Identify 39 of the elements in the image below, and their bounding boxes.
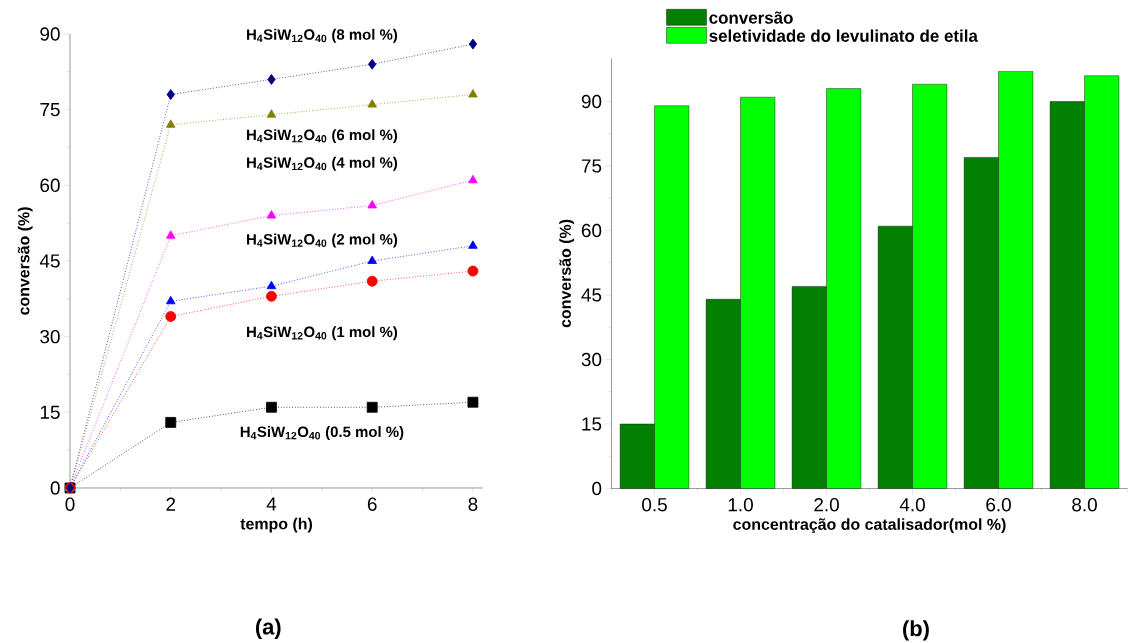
y-tick-label: 45 bbox=[39, 254, 60, 268]
y-tick-label: 0 bbox=[592, 481, 602, 496]
y-tick-label: 0 bbox=[50, 481, 60, 495]
y-tick-label: 90 bbox=[581, 94, 602, 109]
x-tick-label: 1.0 bbox=[728, 498, 753, 512]
y-tick-label: 75 bbox=[40, 103, 60, 117]
x-tick-label: 0 bbox=[65, 497, 75, 511]
x-tick-label: 2.0 bbox=[814, 498, 839, 512]
series-label: H$_{4}$SiW$_{12}$O$_{40}$ (8 mol %) bbox=[247, 28, 398, 43]
y-tick-label: 90 bbox=[40, 27, 60, 41]
legend-label: conversão bbox=[709, 11, 793, 24]
x-tick-label: 4.0 bbox=[899, 498, 925, 512]
text: (a) bbox=[255, 618, 281, 639]
series-label: H$_{4}$SiW$_{12}$O$_{40}$ (4 mol %) bbox=[247, 156, 398, 171]
y-tick-label: 75 bbox=[581, 159, 602, 173]
y-tick-label: 30 bbox=[40, 329, 60, 344]
series-label: H$_{4}$SiW$_{12}$O$_{40}$ (2 mol %) bbox=[247, 233, 398, 248]
x-tick-label: 0.5 bbox=[642, 498, 667, 512]
x-tick-label: 8 bbox=[468, 497, 478, 511]
text: (b) bbox=[903, 620, 929, 641]
y-tick-label: 30 bbox=[581, 352, 602, 367]
x-tick-label: 6 bbox=[367, 497, 377, 511]
series-label: H$_{4}$SiW$_{12}$O$_{40}$ (0.5 mol %) bbox=[240, 426, 404, 441]
x-tick-label: 2 bbox=[166, 497, 176, 511]
series-label: H$_{4}$SiW$_{12}$O$_{40}$ (6 mol %) bbox=[247, 129, 398, 144]
y-tick-label: 60 bbox=[581, 223, 602, 238]
y-tick-label: 60 bbox=[40, 178, 60, 193]
x-axis-title: concentração do catalisador(mol %) bbox=[733, 518, 1006, 534]
x-axis-title: tempo (h) bbox=[240, 517, 312, 533]
y-tick-label: 45 bbox=[581, 288, 602, 302]
series-label: H$_{4}$SiW$_{12}$O$_{40}$ (1 mol %) bbox=[247, 326, 398, 341]
x-tick-label: 4 bbox=[266, 497, 277, 511]
x-tick-label: 8.0 bbox=[1072, 498, 1097, 512]
legend-label: seletividade do levulinato de etila bbox=[709, 29, 978, 42]
y-tick-label: 15 bbox=[582, 417, 602, 431]
y-axis-title: conversão (%) bbox=[559, 219, 575, 328]
x-tick-label: 6.0 bbox=[986, 498, 1011, 512]
y-axis-title: conversão (%) bbox=[17, 207, 33, 315]
y-tick-label: 15 bbox=[40, 405, 60, 419]
